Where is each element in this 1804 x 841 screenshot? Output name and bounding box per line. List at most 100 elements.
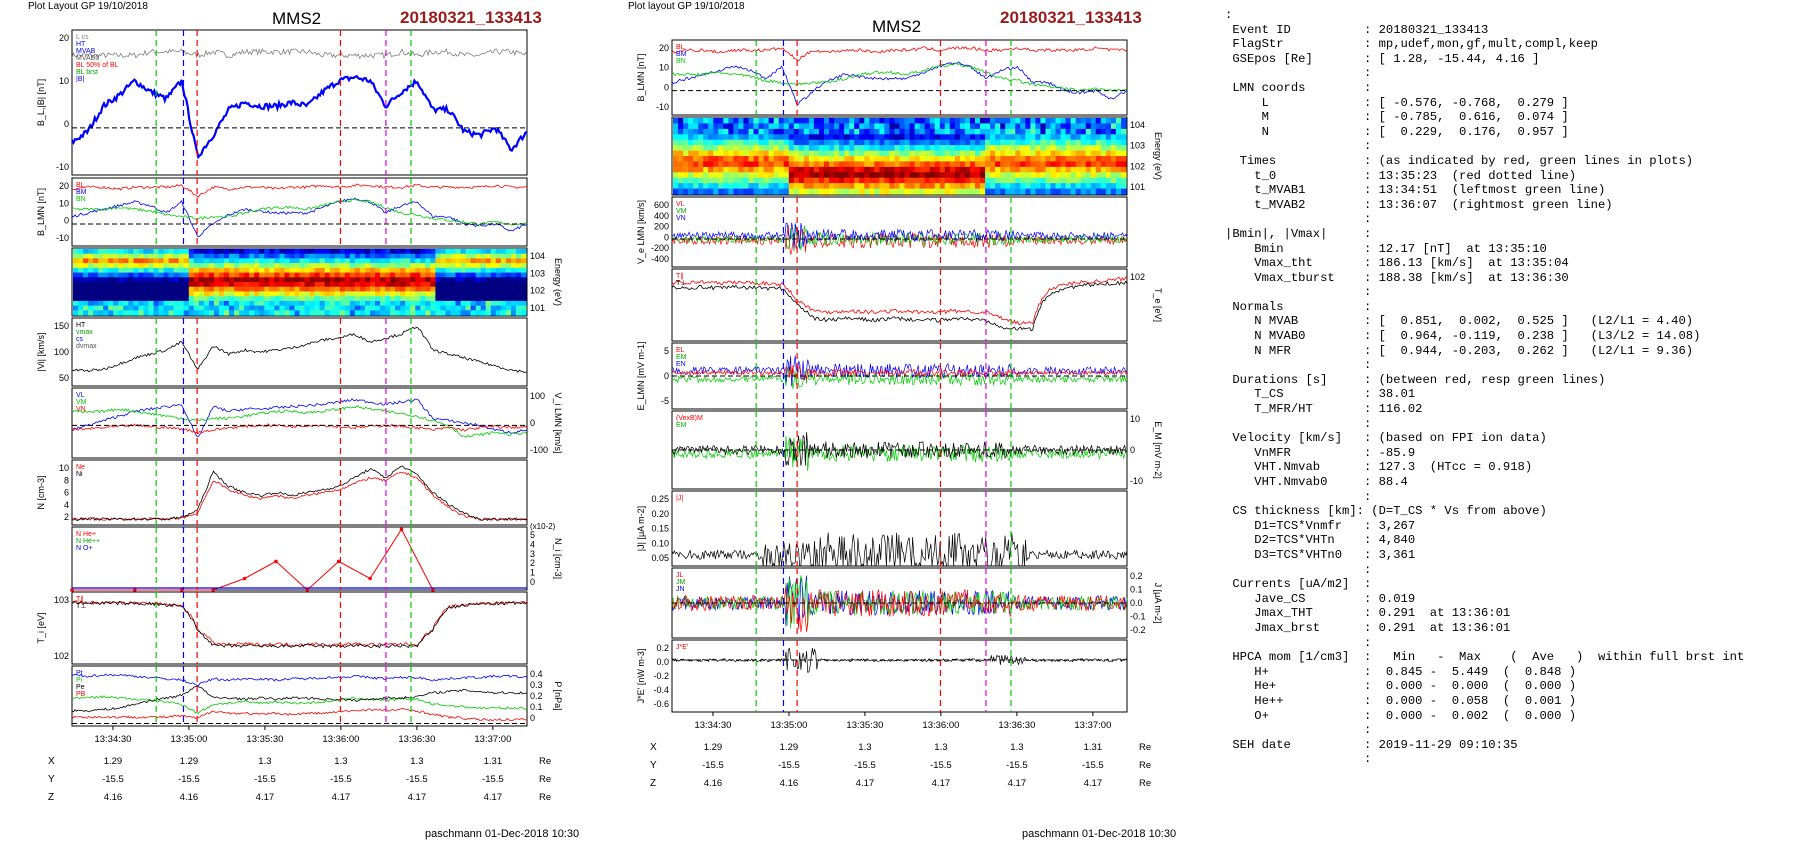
spectrogram-cell bbox=[460, 286, 467, 292]
spectrogram-cell bbox=[78, 296, 84, 302]
spectrogram-cell bbox=[254, 305, 260, 311]
spectrogram-cell bbox=[793, 123, 800, 130]
spectrogram-cell bbox=[773, 145, 780, 152]
spectrogram-cell bbox=[985, 172, 991, 179]
spectrogram-cell bbox=[521, 286, 527, 292]
spectrogram-cell bbox=[1040, 139, 1046, 146]
spectrogram-cell bbox=[420, 296, 426, 302]
spectrogram-cell bbox=[929, 172, 936, 179]
y-tick-label: 2 bbox=[530, 558, 535, 568]
spectrogram-cell bbox=[1045, 134, 1052, 141]
spectrogram-cell bbox=[505, 267, 512, 274]
panel-frame bbox=[71, 526, 528, 591]
spectrogram-cell bbox=[173, 305, 180, 311]
spectrogram-cell bbox=[1100, 188, 1107, 195]
spectrogram-cell bbox=[803, 156, 810, 162]
spectrogram-cell bbox=[1035, 177, 1041, 184]
spectrogram-cell bbox=[980, 128, 986, 135]
y-tick-label: 100 bbox=[530, 391, 545, 401]
spectrogram-cell bbox=[753, 161, 760, 168]
summary-line: He+ : 0.000 - 0.000 ( 0.000 ) bbox=[1225, 679, 1577, 694]
spectrogram-cell bbox=[1121, 156, 1127, 162]
spectrogram-cell bbox=[1085, 139, 1092, 146]
spectrogram-cell bbox=[1060, 139, 1067, 146]
spectrogram-cell bbox=[359, 305, 366, 311]
y-tick-label: 0 bbox=[64, 119, 69, 129]
spectrogram-cell bbox=[1090, 118, 1097, 124]
spectrogram-cell bbox=[425, 310, 431, 316]
spectrogram-cell bbox=[934, 166, 941, 173]
spectrogram-cell bbox=[1100, 145, 1107, 152]
spectrogram-cell bbox=[415, 291, 421, 297]
spectrogram-cell bbox=[249, 296, 255, 302]
spectrogram-cell bbox=[673, 128, 679, 135]
spectrogram-cell bbox=[510, 296, 517, 302]
spectrogram-cell bbox=[698, 156, 704, 162]
spectrogram-cell bbox=[400, 258, 406, 264]
spectrogram-cell bbox=[1000, 161, 1006, 168]
spectrogram-cell bbox=[284, 258, 290, 264]
y-tick-label: -0.2 bbox=[653, 671, 669, 681]
spectrogram-cell bbox=[698, 161, 704, 168]
spectrogram-cell bbox=[193, 305, 200, 311]
spectrogram-cell bbox=[344, 249, 351, 255]
spectrogram-cell bbox=[753, 123, 760, 130]
summary-line: : bbox=[1225, 752, 1372, 767]
summary-line: N MVAB0 : [ 0.964, -0.119, 0.238 ] (L3/L… bbox=[1225, 329, 1701, 344]
spectrogram-cell bbox=[949, 188, 956, 195]
spectrogram-cell bbox=[219, 249, 225, 255]
spectrogram-cell bbox=[678, 166, 684, 173]
y-tick-label: -100 bbox=[530, 445, 548, 455]
spectrogram-cell bbox=[93, 258, 99, 264]
spectrogram-cell bbox=[450, 277, 457, 283]
spectrogram-cell bbox=[495, 305, 502, 311]
spectrogram-cell bbox=[515, 267, 522, 274]
y-tick-label: 0.2 bbox=[530, 691, 543, 701]
spectrogram-cell bbox=[1055, 128, 1062, 135]
spectrogram-cell bbox=[748, 161, 755, 168]
spectrogram-cell bbox=[254, 263, 260, 269]
spectrogram-cell bbox=[445, 286, 452, 292]
summary-line: N : [ 0.229, 0.176, 0.957 ] bbox=[1225, 124, 1569, 139]
spectrogram-cell bbox=[490, 263, 497, 269]
spectrogram-cell bbox=[919, 139, 926, 146]
y-tick-label: -200 bbox=[651, 243, 669, 253]
spectrogram-cell bbox=[778, 134, 785, 141]
spectrogram-cell bbox=[198, 277, 205, 283]
spectrogram-cell bbox=[1115, 139, 1122, 146]
spectrogram-cell bbox=[349, 249, 356, 255]
spectrogram-cell bbox=[763, 161, 770, 168]
orbit-row-label: Z bbox=[650, 778, 656, 789]
orbit-row-label: X bbox=[48, 756, 55, 767]
spectrogram-cell bbox=[294, 286, 301, 292]
spectrogram-cell bbox=[1005, 123, 1011, 130]
panel-frame bbox=[71, 665, 528, 727]
spectrogram-cell bbox=[834, 183, 840, 190]
spectrogram-cell bbox=[864, 134, 870, 141]
spectrogram-cell bbox=[844, 172, 850, 179]
spectrogram-cell bbox=[1040, 172, 1046, 179]
spectrogram-cell bbox=[718, 123, 724, 130]
spectrogram-cell bbox=[405, 249, 411, 255]
series-red bbox=[671, 46, 1128, 62]
spectrogram-cell bbox=[1060, 118, 1067, 124]
spectrogram-cell bbox=[319, 296, 326, 302]
spectrogram-cell bbox=[405, 258, 411, 264]
spectrogram-cell bbox=[849, 177, 855, 184]
spectrogram-cell bbox=[364, 263, 371, 269]
spectrogram-cell bbox=[173, 286, 180, 292]
spectrogram-cell bbox=[788, 183, 795, 190]
spectrogram-cell bbox=[98, 272, 104, 278]
spectrogram-cell bbox=[334, 296, 341, 302]
spectrogram-cell bbox=[213, 300, 220, 307]
spectrogram-cell bbox=[733, 139, 739, 146]
spectrogram-cell bbox=[274, 286, 280, 292]
spectrogram-cell bbox=[359, 296, 366, 302]
spectrogram-cell bbox=[78, 253, 84, 259]
spectrogram-cell bbox=[73, 263, 79, 269]
spectrogram-cell bbox=[420, 253, 426, 259]
spectrogram-cell bbox=[118, 258, 124, 264]
spectrogram-cell bbox=[108, 253, 114, 259]
spectrogram-cell bbox=[299, 249, 306, 255]
